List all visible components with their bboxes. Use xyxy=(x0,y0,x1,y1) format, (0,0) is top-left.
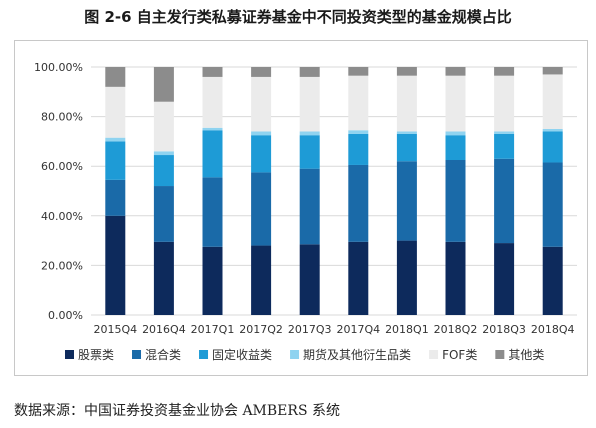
bar-segment xyxy=(396,131,417,134)
legend-swatch xyxy=(199,350,209,359)
bar-segment xyxy=(542,67,563,75)
x-tick-label: 2018Q1 xyxy=(385,323,429,336)
bar-segment xyxy=(445,241,466,315)
bar-segment xyxy=(153,151,174,156)
bar-segment xyxy=(251,135,272,173)
bar-segment xyxy=(542,131,563,163)
x-tick-label: 2015Q4 xyxy=(93,323,137,336)
bar-segment xyxy=(348,67,369,76)
bar-segment xyxy=(494,67,515,76)
bar-segment xyxy=(105,67,126,87)
bar-segment xyxy=(202,76,223,128)
bar-segment xyxy=(299,67,320,77)
bar-segment xyxy=(445,67,466,76)
legend-swatch xyxy=(290,350,300,359)
x-tick-label: 2017Q4 xyxy=(336,323,380,336)
x-tick-label: 2018Q2 xyxy=(434,323,478,336)
bar-segment xyxy=(494,158,515,244)
bar-segment xyxy=(348,133,369,165)
x-tick-label: 2018Q3 xyxy=(482,323,526,336)
bar-segment xyxy=(105,86,126,138)
bar-segment xyxy=(251,76,272,132)
bar-segment xyxy=(251,172,272,246)
legend-label: 混合类 xyxy=(145,347,181,362)
bar-segment xyxy=(396,161,417,241)
y-tick-label: 40.00% xyxy=(41,210,83,223)
y-tick-label: 80.00% xyxy=(41,111,83,124)
bar-segment xyxy=(396,67,417,76)
bar-segment xyxy=(542,246,563,315)
legend-label: 固定收益类 xyxy=(212,347,272,362)
bar-segment xyxy=(251,67,272,77)
stacked-bar-chart: 0.00% 20.00% 40.00% 60.00% 80.00% 100.00% 2015… xyxy=(34,61,577,362)
chart-frame: 0.00% 20.00% 40.00% 60.00% 80.00% 100.00% 2015… xyxy=(14,40,588,376)
x-tick-label: 2016Q4 xyxy=(142,323,186,336)
y-tick-label: 60.00% xyxy=(41,160,83,173)
bar-segment xyxy=(299,135,320,169)
bar-segment xyxy=(348,164,369,242)
bar-segment xyxy=(494,133,515,159)
bar-segment xyxy=(105,179,126,216)
legend-swatch xyxy=(429,350,439,359)
bar-segment xyxy=(542,162,563,247)
legend-label: FOF类 xyxy=(442,348,477,362)
chart-title: 图 2-6 自主发行类私募证券基金中不同投资类型的基金规模占比 xyxy=(84,8,512,26)
bar-segment xyxy=(153,101,174,152)
bar-segment xyxy=(348,241,369,315)
x-tick-label: 2018Q4 xyxy=(531,323,575,336)
legend-label: 期货及其他衍生品类 xyxy=(303,347,411,362)
bar-segment xyxy=(202,127,223,131)
bar-segment xyxy=(202,246,223,315)
bar-segment xyxy=(202,130,223,178)
bar-segment xyxy=(299,131,320,136)
legend-label: 其他类 xyxy=(508,348,544,362)
bar-segment xyxy=(299,76,320,132)
bar-segment xyxy=(153,186,174,242)
bar-segment xyxy=(202,67,223,77)
bar-segment xyxy=(202,177,223,247)
bar-segment xyxy=(348,130,369,134)
x-tick-label: 2017Q3 xyxy=(288,323,332,336)
y-tick-label: 20.00% xyxy=(41,259,83,272)
y-tick-label: 0.00% xyxy=(48,309,83,322)
bar-segment xyxy=(251,245,272,315)
legend-swatch xyxy=(495,350,505,359)
bar-segment xyxy=(542,129,563,132)
bar-segment xyxy=(153,67,174,102)
bar-segment xyxy=(396,133,417,162)
bar-segment xyxy=(445,75,466,132)
bar-segment xyxy=(396,75,417,132)
legend-swatch xyxy=(65,350,74,359)
x-tick-label: 2017Q2 xyxy=(239,323,283,336)
bar-segment xyxy=(105,141,126,180)
bar-segment xyxy=(105,137,126,142)
bar-segment xyxy=(494,243,515,315)
bar-segment xyxy=(494,131,515,134)
legend-label: 股票类 xyxy=(78,348,114,362)
bar-segment xyxy=(348,75,369,131)
bar-segment xyxy=(105,215,126,315)
x-tick-label: 2017Q1 xyxy=(191,323,235,336)
source-note: 数据来源：中国证券投资基金业协会 AMBERS 系统 xyxy=(14,403,340,419)
bar-segment xyxy=(542,74,563,129)
bar-segment xyxy=(445,131,466,136)
bar-segment xyxy=(445,135,466,160)
bar-segment xyxy=(251,131,272,136)
legend-swatch xyxy=(132,350,142,359)
bar-segment xyxy=(299,168,320,245)
bar-segment xyxy=(445,160,466,242)
y-tick-label: 100.00% xyxy=(34,61,83,74)
bar-segment xyxy=(299,244,320,315)
bar-segment xyxy=(153,155,174,187)
bar-segment xyxy=(153,241,174,315)
bar-segment xyxy=(396,240,417,315)
bar-segment xyxy=(494,75,515,132)
